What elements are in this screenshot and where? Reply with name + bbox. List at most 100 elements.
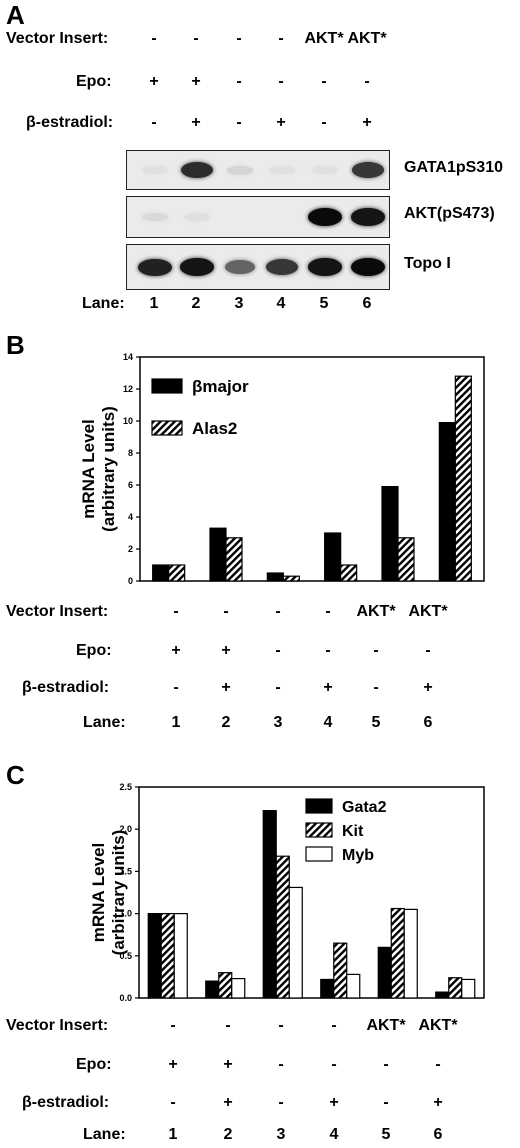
legend-swatch: [305, 846, 333, 862]
a-lane-1: 1: [149, 295, 159, 312]
blot-band: [180, 258, 214, 276]
c-estradiol-lane-3: -: [278, 1094, 284, 1111]
b-estradiol-lane-3: -: [275, 679, 281, 696]
c-lane-3: 3: [276, 1126, 286, 1143]
y-tick-label: 12: [123, 384, 133, 394]
c-lane-6: 6: [433, 1126, 443, 1143]
a-vector-insert-lane-5: AKT*: [304, 30, 344, 47]
b-lane-1: 1: [171, 714, 181, 731]
bar: [275, 855, 290, 999]
blot-band: [268, 165, 296, 175]
epo-label: Epo:: [76, 73, 112, 90]
c-lane-label: Lane:: [83, 1126, 126, 1143]
c-epo-lane-3: -: [278, 1056, 284, 1073]
a-epo-lane-2: +: [191, 73, 201, 90]
blot-band: [180, 161, 214, 179]
b-estradiol-lane-4: +: [323, 679, 333, 696]
c-epo-lane-5: -: [383, 1056, 389, 1073]
blot-band: [183, 212, 211, 222]
chart-c: 0.0 0.5 1.0 1.5 2.0 2.5 mRNA Level (arbitrary u…: [89, 782, 485, 1003]
bar: [147, 913, 162, 999]
b-lane-5: 5: [371, 714, 381, 731]
a-estradiol-lane-1: -: [151, 114, 157, 131]
blot-band: [138, 258, 172, 276]
blot-label-topo-i: Topo I: [404, 255, 451, 272]
c-estradiol-label: β-estradiol:: [22, 1094, 110, 1111]
bar: [435, 991, 450, 999]
bar: [454, 375, 472, 582]
y-tick-label: 2.5: [119, 782, 132, 792]
bar: [397, 537, 415, 582]
bar: [160, 913, 175, 999]
b-estradiol-label: β-estradiol:: [22, 679, 110, 696]
estradiol-label: β-estradiol:: [26, 114, 114, 131]
a-lane-4: 4: [276, 295, 286, 312]
a-epo-lane-1: +: [149, 73, 159, 90]
bar: [168, 564, 186, 582]
vector-insert-label: Vector Insert:: [6, 30, 109, 47]
c-estradiol-lane-5: -: [383, 1094, 389, 1111]
a-lane-2: 2: [191, 295, 201, 312]
a-estradiol-lane-3: -: [236, 114, 242, 131]
a-estradiol-lane-6: +: [362, 114, 372, 131]
legend-label: Kit: [342, 823, 364, 840]
b-epo-lane-3: -: [275, 642, 281, 659]
b-estradiol-lane-1: -: [173, 679, 179, 696]
y-axis-label: mRNA Level: [89, 843, 108, 943]
b-epo-lane-5: -: [373, 642, 379, 659]
c-epo-label: Epo:: [76, 1056, 112, 1073]
blot-label-akt-ps473: AKT(pS473): [404, 205, 495, 222]
b-epo-lane-4: -: [325, 642, 331, 659]
bar: [262, 810, 277, 999]
c-vector-insert-lane-2: -: [225, 1017, 231, 1034]
b-epo-label: Epo:: [76, 642, 112, 659]
bar: [403, 908, 418, 999]
bar: [346, 973, 361, 999]
legend-label: Myb: [342, 847, 374, 864]
blot-band: [351, 162, 385, 178]
b-lane-6: 6: [423, 714, 433, 731]
b-vector-insert-label: Vector Insert:: [6, 603, 109, 620]
bar: [448, 977, 463, 999]
a-epo-lane-5: -: [321, 73, 327, 90]
a-estradiol-lane-5: -: [321, 114, 327, 131]
b-estradiol-lane-5: -: [373, 679, 379, 696]
bar: [288, 886, 303, 999]
a-lane-6: 6: [362, 295, 372, 312]
blot-gata1ps310: [126, 150, 390, 190]
panel-b-letter: B: [6, 330, 25, 360]
y-axis-label: (arbitrary units): [109, 830, 128, 956]
blot-band: [351, 208, 385, 226]
bar: [390, 907, 405, 999]
legend-swatch: [151, 378, 183, 394]
blot-band: [141, 165, 169, 175]
blot-topo-i: [126, 244, 390, 290]
bar: [461, 978, 476, 999]
c-lane-1: 1: [168, 1126, 178, 1143]
y-tick-label: 14: [123, 352, 133, 362]
bar: [225, 537, 243, 582]
c-estradiol-lane-6: +: [433, 1094, 443, 1111]
bar: [282, 575, 300, 582]
c-epo-lane-6: -: [435, 1056, 441, 1073]
b-estradiol-lane-6: +: [423, 679, 433, 696]
y-tick-label: 1.0: [119, 909, 132, 919]
b-vector-insert-lane-5: AKT*: [356, 603, 396, 620]
b-epo-lane-6: -: [425, 642, 431, 659]
c-estradiol-lane-2: +: [223, 1094, 233, 1111]
bar: [381, 486, 399, 582]
bar: [209, 527, 227, 582]
y-tick-label: 1.5: [119, 866, 132, 876]
bar: [205, 980, 220, 999]
a-epo-lane-6: -: [364, 73, 370, 90]
c-estradiol-lane-1: -: [170, 1094, 176, 1111]
a-vector-insert-lane-3: -: [236, 30, 242, 47]
b-vector-insert-lane-3: -: [275, 603, 281, 620]
b-estradiol-lane-2: +: [221, 679, 231, 696]
legend-label: Gata2: [342, 799, 387, 816]
blot-band: [308, 208, 342, 226]
b-vector-insert-lane-1: -: [173, 603, 179, 620]
c-vector-insert-lane-4: -: [331, 1017, 337, 1034]
c-lane-2: 2: [223, 1126, 233, 1143]
blot-label-gata1ps310: GATA1pS310: [404, 159, 503, 176]
